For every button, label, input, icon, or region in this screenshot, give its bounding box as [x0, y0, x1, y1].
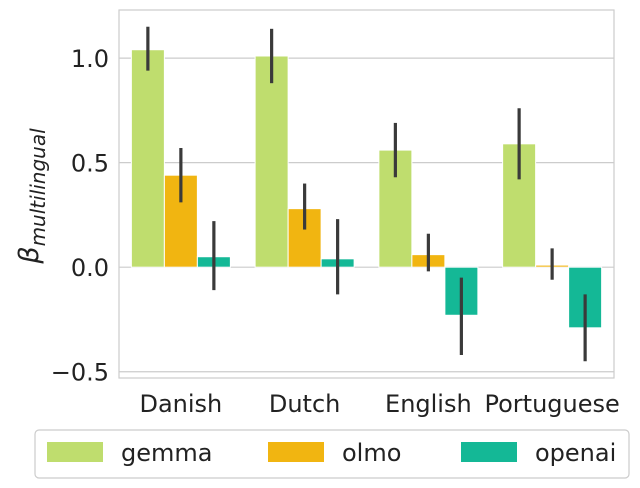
legend-label-olmo: olmo [342, 439, 401, 467]
y-tick-label: 0.0 [71, 254, 109, 282]
x-tick-label: Portuguese [484, 390, 619, 418]
y-tick-labels: −0.5 0.0 0.5 1.0 [51, 45, 109, 387]
bar-gemma [130, 49, 165, 268]
x-tick-label: English [385, 390, 472, 418]
plot-frame [118, 9, 615, 379]
legend-swatch-gemma [47, 442, 103, 462]
x-tick-label: Dutch [269, 390, 341, 418]
bar-gemma [254, 55, 289, 268]
y-axis-label-symbol: β [14, 246, 45, 264]
bars [130, 49, 603, 329]
bar-gemma [378, 149, 413, 268]
legend-label-openai: openai [535, 439, 616, 467]
x-tick-label: Danish [139, 390, 222, 418]
error-bars [146, 26, 587, 362]
y-tick-label: 1.0 [71, 45, 109, 73]
y-tick-label: 0.5 [71, 150, 109, 178]
legend-label-gemma: gemma [121, 439, 212, 467]
legend-swatch-openai [461, 442, 517, 462]
legend-swatch-olmo [268, 442, 324, 462]
x-tick-labels: Danish Dutch English Portuguese [139, 390, 619, 418]
y-axis-label-subscript: multilingual [26, 128, 50, 247]
legend: gemma olmo openai [34, 429, 630, 479]
y-axis-label: βmultilingual [14, 128, 50, 265]
y-tick-label: −0.5 [51, 359, 109, 387]
